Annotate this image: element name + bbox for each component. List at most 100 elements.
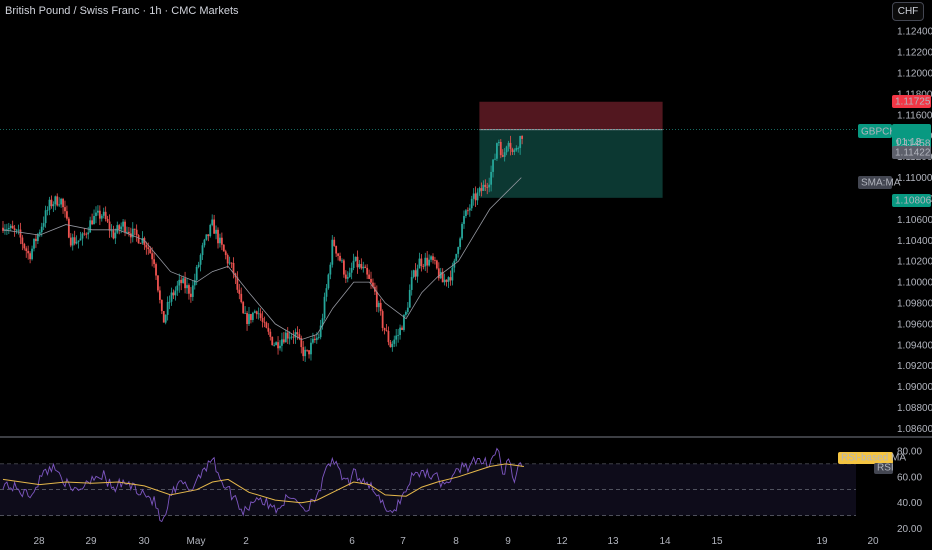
currency-button[interactable]: CHF: [892, 2, 924, 21]
candle-up[interactable]: [186, 285, 188, 289]
candle-up[interactable]: [79, 238, 82, 241]
candle-down[interactable]: [480, 188, 483, 191]
candle-down[interactable]: [422, 266, 425, 267]
stop-loss-zone[interactable]: [479, 101, 663, 130]
candle-up[interactable]: [350, 268, 353, 273]
candle-down[interactable]: [29, 253, 32, 260]
candle-down[interactable]: [437, 268, 440, 279]
candle-up[interactable]: [102, 211, 105, 216]
candle-down[interactable]: [69, 237, 72, 246]
position-tool[interactable]: [479, 101, 663, 198]
candle-up[interactable]: [430, 256, 432, 260]
candle-down[interactable]: [306, 349, 309, 351]
candle-up[interactable]: [38, 232, 41, 235]
candle-up[interactable]: [182, 278, 185, 284]
candle-down[interactable]: [255, 311, 258, 315]
candle-down[interactable]: [389, 342, 392, 348]
candle-down[interactable]: [484, 184, 487, 187]
candle-up[interactable]: [168, 301, 171, 303]
candle-up[interactable]: [358, 264, 361, 268]
candle-up[interactable]: [100, 215, 103, 219]
candle-up[interactable]: [33, 238, 35, 249]
candle-down[interactable]: [232, 263, 235, 274]
candle-down[interactable]: [434, 260, 436, 261]
candle-down[interactable]: [67, 218, 70, 238]
candle-down[interactable]: [246, 313, 248, 325]
candle-down[interactable]: [474, 193, 477, 201]
candle-down[interactable]: [151, 253, 154, 260]
candle-down[interactable]: [300, 338, 303, 348]
candle-up[interactable]: [399, 327, 401, 335]
candle-up[interactable]: [205, 234, 208, 240]
candle-up[interactable]: [253, 311, 256, 313]
candle-down[interactable]: [511, 148, 514, 152]
candle-up[interactable]: [60, 198, 63, 205]
candle-up[interactable]: [279, 345, 281, 349]
candle-up[interactable]: [354, 256, 357, 261]
candle-up[interactable]: [406, 307, 409, 312]
candle-up[interactable]: [362, 266, 365, 269]
candle-up[interactable]: [352, 260, 355, 269]
candle-up[interactable]: [397, 334, 400, 336]
candle-up[interactable]: [428, 259, 431, 266]
time-axis[interactable]: 28 29 30 May 2 6 7 8 9 12 13 14 15 19 20: [33, 536, 879, 547]
candle-up[interactable]: [331, 239, 334, 265]
candle-down[interactable]: [267, 327, 270, 332]
candle-up[interactable]: [325, 288, 328, 297]
candle-up[interactable]: [439, 271, 442, 279]
candle-up[interactable]: [199, 255, 202, 265]
candle-down[interactable]: [265, 322, 268, 328]
candle-up[interactable]: [513, 150, 516, 152]
candle-down[interactable]: [23, 243, 26, 249]
candle-down[interactable]: [375, 291, 378, 308]
candle-up[interactable]: [15, 229, 18, 231]
candle-down[interactable]: [83, 233, 86, 235]
candle-up[interactable]: [403, 314, 405, 330]
price-pane[interactable]: [2, 135, 524, 362]
candle-down[interactable]: [226, 255, 229, 264]
candle-down[interactable]: [263, 321, 266, 323]
candle-up[interactable]: [89, 220, 92, 233]
candle-down[interactable]: [426, 257, 429, 266]
candle-down[interactable]: [308, 350, 310, 355]
candle-down[interactable]: [368, 274, 370, 279]
candle-down[interactable]: [213, 219, 216, 234]
candle-up[interactable]: [443, 279, 446, 283]
candle-up[interactable]: [58, 204, 61, 206]
candle-down[interactable]: [240, 293, 243, 303]
candle-down[interactable]: [189, 293, 192, 297]
candle-down[interactable]: [343, 260, 345, 275]
candle-up[interactable]: [31, 248, 33, 260]
candle-down[interactable]: [91, 220, 93, 225]
candle-up[interactable]: [44, 210, 47, 224]
candle-up[interactable]: [203, 239, 206, 246]
candle-down[interactable]: [521, 135, 524, 139]
rsi-pane[interactable]: [0, 447, 856, 523]
candle-down[interactable]: [344, 274, 347, 279]
candle-down[interactable]: [230, 262, 233, 264]
candle-down[interactable]: [143, 238, 146, 245]
candle-up[interactable]: [476, 192, 479, 201]
candle-down[interactable]: [445, 279, 448, 282]
candle-up[interactable]: [209, 224, 212, 237]
candle-up[interactable]: [75, 241, 78, 244]
candle-down[interactable]: [420, 258, 423, 267]
candle-down[interactable]: [356, 256, 359, 268]
candle-up[interactable]: [410, 277, 413, 290]
candle-down[interactable]: [73, 237, 76, 244]
candle-down[interactable]: [286, 332, 289, 339]
candle-down[interactable]: [401, 327, 403, 330]
candle-up[interactable]: [315, 337, 318, 341]
candle-up[interactable]: [492, 159, 494, 172]
candle-up[interactable]: [251, 312, 254, 320]
candle-down[interactable]: [147, 247, 150, 250]
candle-down[interactable]: [337, 253, 339, 256]
candle-down[interactable]: [19, 229, 22, 238]
rsi-ma-line[interactable]: [2, 463, 524, 504]
candle-up[interactable]: [195, 266, 198, 281]
candle-up[interactable]: [310, 342, 312, 355]
candle-down[interactable]: [242, 302, 245, 314]
candle-down[interactable]: [180, 279, 183, 284]
candle-up[interactable]: [93, 215, 95, 225]
